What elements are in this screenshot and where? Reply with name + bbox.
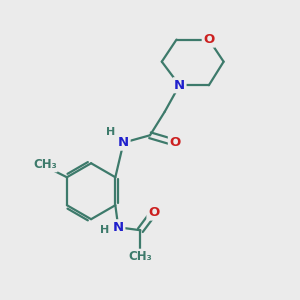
Text: CH₃: CH₃ (128, 250, 152, 262)
Text: H: H (100, 225, 109, 235)
Text: O: O (203, 33, 214, 46)
Text: O: O (148, 206, 159, 219)
Text: H: H (106, 127, 115, 137)
Text: CH₃: CH₃ (33, 158, 57, 171)
Text: N: N (113, 221, 124, 234)
Text: N: N (174, 79, 185, 92)
Text: N: N (118, 136, 129, 149)
Text: O: O (169, 136, 181, 149)
